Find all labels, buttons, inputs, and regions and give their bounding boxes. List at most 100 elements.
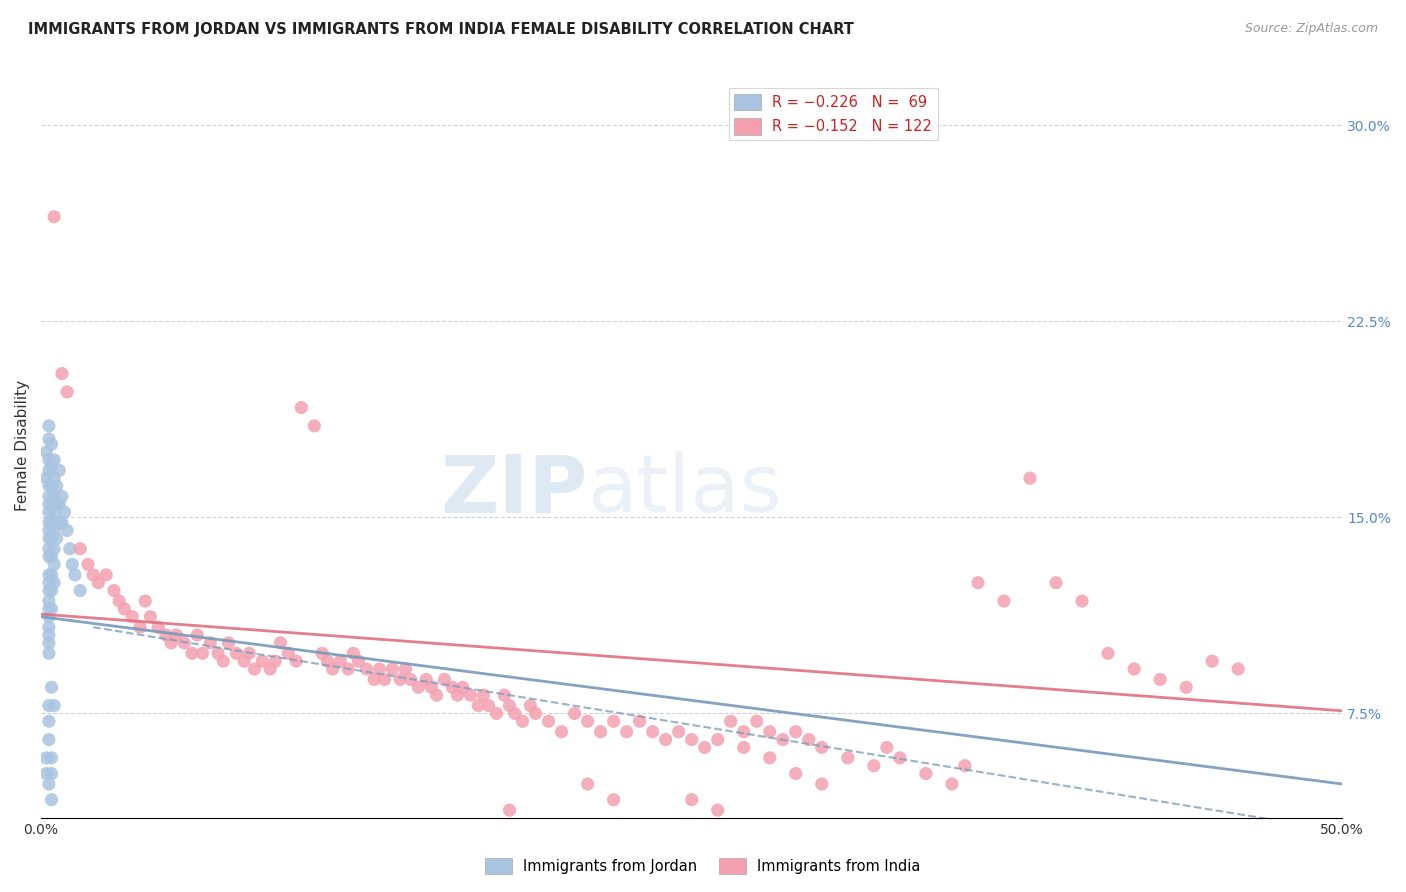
- Point: [134, 594, 156, 608]
- Point: [576, 777, 599, 791]
- Point: [155, 628, 177, 642]
- Point: [503, 706, 526, 721]
- Point: [38, 432, 60, 446]
- Point: [1149, 673, 1171, 687]
- Point: [77, 558, 100, 572]
- Point: [460, 688, 482, 702]
- Text: Source: ZipAtlas.com: Source: ZipAtlas.com: [1244, 22, 1378, 36]
- Point: [41, 437, 63, 451]
- Point: [38, 777, 60, 791]
- Point: [681, 732, 703, 747]
- Point: [733, 740, 755, 755]
- Text: IMMIGRANTS FROM JORDAN VS IMMIGRANTS FROM INDIA FEMALE DISABILITY CORRELATION CH: IMMIGRANTS FROM JORDAN VS IMMIGRANTS FRO…: [28, 22, 853, 37]
- Point: [733, 724, 755, 739]
- Point: [38, 609, 60, 624]
- Point: [1123, 662, 1146, 676]
- Point: [564, 706, 586, 721]
- Point: [810, 740, 832, 755]
- Point: [426, 688, 449, 702]
- Point: [38, 602, 60, 616]
- Point: [512, 714, 534, 729]
- Point: [69, 541, 91, 556]
- Point: [41, 531, 63, 545]
- Point: [433, 673, 456, 687]
- Point: [200, 636, 222, 650]
- Point: [576, 714, 599, 729]
- Point: [42, 210, 65, 224]
- Point: [368, 662, 391, 676]
- Point: [82, 567, 104, 582]
- Point: [550, 724, 572, 739]
- Point: [304, 418, 326, 433]
- Point: [342, 646, 364, 660]
- Point: [285, 654, 308, 668]
- Point: [337, 662, 360, 676]
- Point: [494, 688, 516, 702]
- Point: [498, 803, 520, 817]
- Point: [38, 620, 60, 634]
- Point: [38, 575, 60, 590]
- Point: [148, 620, 170, 634]
- Point: [48, 497, 70, 511]
- Point: [38, 516, 60, 530]
- Text: atlas: atlas: [588, 451, 782, 529]
- Point: [720, 714, 742, 729]
- Point: [129, 620, 152, 634]
- Point: [41, 516, 63, 530]
- Point: [356, 662, 378, 676]
- Point: [207, 646, 229, 660]
- Point: [51, 516, 73, 530]
- Y-axis label: Female Disability: Female Disability: [15, 380, 30, 511]
- Point: [56, 524, 79, 538]
- Point: [1019, 471, 1042, 485]
- Point: [681, 793, 703, 807]
- Point: [41, 583, 63, 598]
- Point: [173, 636, 195, 650]
- Point: [42, 698, 65, 713]
- Point: [59, 541, 82, 556]
- Point: [41, 567, 63, 582]
- Point: [394, 662, 416, 676]
- Point: [628, 714, 651, 729]
- Point: [41, 751, 63, 765]
- Point: [45, 497, 67, 511]
- Point: [233, 654, 256, 668]
- Point: [38, 497, 60, 511]
- Point: [451, 681, 474, 695]
- Point: [121, 609, 143, 624]
- Point: [38, 463, 60, 477]
- Point: [785, 766, 807, 780]
- Point: [42, 524, 65, 538]
- Point: [45, 479, 67, 493]
- Point: [602, 714, 624, 729]
- Point: [654, 732, 676, 747]
- Point: [478, 698, 501, 713]
- Point: [87, 575, 110, 590]
- Point: [212, 654, 235, 668]
- Point: [42, 541, 65, 556]
- Point: [810, 777, 832, 791]
- Point: [225, 646, 247, 660]
- Point: [35, 766, 58, 780]
- Point: [797, 732, 820, 747]
- Point: [51, 367, 73, 381]
- Point: [103, 583, 125, 598]
- Point: [758, 751, 780, 765]
- Point: [837, 751, 859, 765]
- Point: [41, 602, 63, 616]
- Point: [38, 732, 60, 747]
- Point: [485, 706, 508, 721]
- Point: [41, 497, 63, 511]
- Point: [1097, 646, 1119, 660]
- Point: [993, 594, 1015, 608]
- Point: [259, 662, 281, 676]
- Point: [706, 732, 728, 747]
- Point: [42, 490, 65, 504]
- Point: [139, 609, 162, 624]
- Legend: Immigrants from Jordan, Immigrants from India: Immigrants from Jordan, Immigrants from …: [479, 852, 927, 880]
- Point: [38, 567, 60, 582]
- Point: [38, 628, 60, 642]
- Point: [363, 673, 385, 687]
- Point: [316, 654, 339, 668]
- Point: [524, 706, 547, 721]
